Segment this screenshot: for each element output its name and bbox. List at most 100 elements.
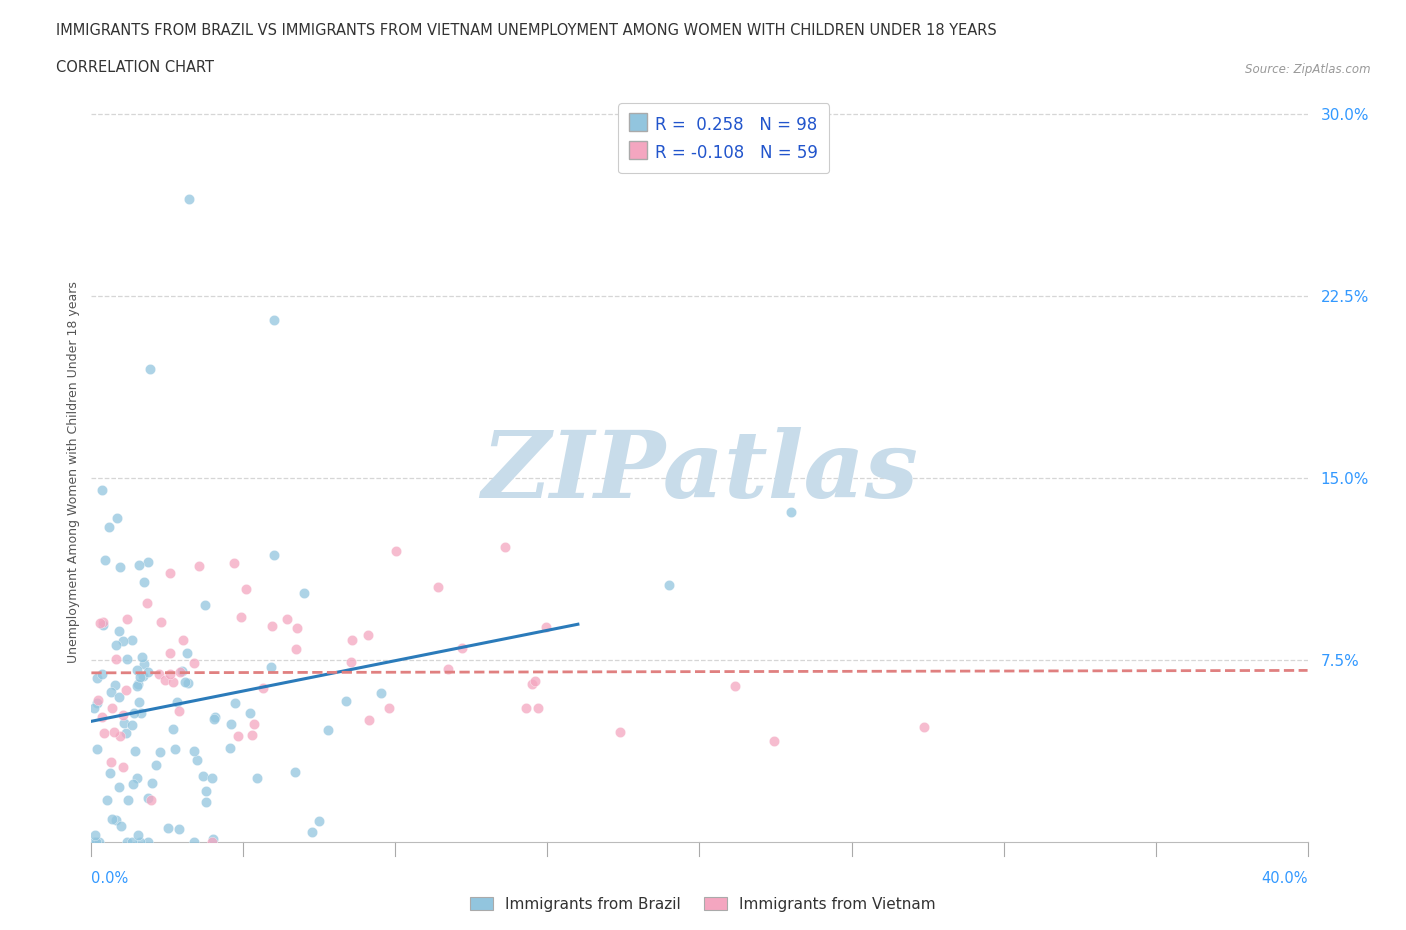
Point <box>194 598 217 613</box>
Point <box>100 684 122 699</box>
Point <box>166 695 188 710</box>
Point <box>101 701 124 716</box>
Point <box>276 612 298 627</box>
Point <box>97 519 120 534</box>
Point <box>136 790 159 805</box>
Point <box>204 710 226 724</box>
Point <box>159 667 181 682</box>
Point <box>427 579 450 594</box>
Point <box>165 742 187 757</box>
Point <box>284 642 307 657</box>
Point <box>145 757 167 772</box>
Point <box>100 811 122 826</box>
Point <box>723 679 745 694</box>
Point <box>136 834 159 849</box>
Point <box>127 663 149 678</box>
Point <box>167 822 190 837</box>
Point <box>335 694 357 709</box>
Point <box>103 724 125 739</box>
Point <box>114 715 136 730</box>
Point <box>188 559 211 574</box>
Point <box>131 668 153 683</box>
Point <box>141 776 163 790</box>
Point <box>125 679 148 694</box>
Point <box>153 673 176 688</box>
Point <box>89 616 111 631</box>
Point <box>105 637 128 652</box>
Point <box>94 553 117 568</box>
Point <box>340 633 363 648</box>
Point <box>139 792 162 807</box>
Legend: Immigrants from Brazil, Immigrants from Vietnam: Immigrants from Brazil, Immigrants from … <box>464 890 942 918</box>
Point <box>149 745 172 760</box>
Point <box>162 722 184 737</box>
Point <box>87 834 110 849</box>
Point <box>132 657 155 671</box>
Point <box>91 614 114 629</box>
Point <box>115 683 138 698</box>
Point <box>86 696 108 711</box>
Point <box>176 646 198 661</box>
Point <box>91 618 114 632</box>
Y-axis label: Unemployment Among Women with Children Under 18 years: Unemployment Among Women with Children U… <box>67 281 80 663</box>
Point <box>105 511 128 525</box>
Point <box>87 693 110 708</box>
Point <box>124 744 146 759</box>
Point <box>136 665 159 680</box>
Point <box>129 670 152 684</box>
Point <box>316 723 339 737</box>
Point <box>308 814 330 829</box>
Point <box>183 744 205 759</box>
Point <box>763 733 786 748</box>
Point <box>370 685 392 700</box>
Point <box>515 700 537 715</box>
Point <box>172 632 194 647</box>
Point <box>263 313 285 328</box>
Point <box>534 620 557 635</box>
Point <box>110 819 132 834</box>
Point <box>357 713 380 728</box>
Point <box>242 728 264 743</box>
Point <box>218 740 240 755</box>
Text: CORRELATION CHART: CORRELATION CHART <box>56 60 214 75</box>
Point <box>136 555 159 570</box>
Point <box>169 664 191 679</box>
Point <box>83 700 105 715</box>
Point <box>91 483 114 498</box>
Point <box>222 555 245 570</box>
Point <box>226 729 249 744</box>
Point <box>112 633 135 648</box>
Point <box>83 828 105 843</box>
Point <box>96 793 118 808</box>
Point <box>111 708 134 723</box>
Point <box>162 675 184 690</box>
Point <box>86 671 108 685</box>
Point <box>912 720 935 735</box>
Point <box>108 779 131 794</box>
Text: Source: ZipAtlas.com: Source: ZipAtlas.com <box>1246 63 1371 76</box>
Point <box>115 652 138 667</box>
Point <box>224 696 246 711</box>
Point <box>107 690 129 705</box>
Point <box>115 725 138 740</box>
Point <box>108 560 131 575</box>
Point <box>526 700 548 715</box>
Point <box>128 558 150 573</box>
Point <box>243 717 266 732</box>
Point <box>437 661 460 676</box>
Point <box>357 628 380 643</box>
Point <box>117 792 139 807</box>
Point <box>340 655 363 670</box>
Point <box>84 834 107 849</box>
Point <box>246 770 269 785</box>
Point <box>104 677 127 692</box>
Point <box>239 706 262 721</box>
Point <box>93 725 115 740</box>
Point <box>177 192 200 206</box>
Point <box>779 504 801 519</box>
Point <box>183 656 205 671</box>
Point <box>202 711 225 726</box>
Point <box>174 675 197 690</box>
Point <box>121 632 143 647</box>
Text: 40.0%: 40.0% <box>1261 871 1308 886</box>
